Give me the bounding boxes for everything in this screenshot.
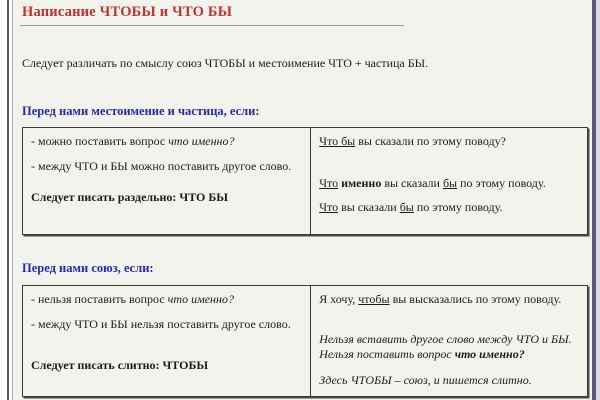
left-border-thin-line xyxy=(12,0,13,400)
pronoun-examples-cell: Что бы вы сказали по этому поводу? Что и… xyxy=(310,126,588,235)
conjunction-note-final: Здесь ЧТОБЫ – союз, и пишется слитно. xyxy=(319,372,532,387)
conjunction-rules-cell: - нельзя поставить вопрос что именно? - … xyxy=(21,284,312,397)
pronoun-example-2: Что именно вы сказали бы по этому поводу… xyxy=(319,175,546,190)
rules-table-conjunction: - нельзя поставить вопрос что именно? - … xyxy=(21,284,588,397)
pronoun-rule-2: - между ЧТО и БЫ можно поставить другое … xyxy=(31,158,292,173)
conjunction-conclusion: Следует писать слитно: ЧТОБЫ xyxy=(31,358,209,373)
conjunction-rule-1: - нельзя поставить вопрос что именно? xyxy=(31,291,234,306)
conjunction-notes: Нельзя вставить другое слово между ЧТО и… xyxy=(319,331,572,362)
table-row: - нельзя поставить вопрос что именно? - … xyxy=(21,284,588,397)
intro-text: Следует различать по смыслу союз ЧТОБЫ и… xyxy=(22,55,429,70)
right-border-line xyxy=(592,0,596,400)
conjunction-examples-cell: Я хочу, чтобы вы высказались по этому по… xyxy=(310,284,588,397)
pronoun-rules-cell: - можно поставить вопрос что именно? - м… xyxy=(21,126,312,235)
pronoun-example-1: Что бы вы сказали по этому поводу? xyxy=(319,133,506,148)
document-body: Написание ЧТОБЫ и ЧТО БЫ Следует различа… xyxy=(13,0,592,400)
section-heading-pronoun: Перед нами местоимение и частица, если: xyxy=(22,103,260,118)
pronoun-example-3: Что вы сказали бы по этому поводу. xyxy=(319,200,503,215)
pronoun-rule-1: - можно поставить вопрос что именно? xyxy=(31,133,235,148)
left-border-line xyxy=(7,0,9,400)
section-heading-conjunction: Перед нами союз, если: xyxy=(22,260,154,275)
right-border-thin-line xyxy=(596,0,600,400)
conjunction-example-1: Я хочу, чтобы вы высказались по этому по… xyxy=(319,291,562,306)
title-divider xyxy=(20,24,404,26)
conjunction-rule-2: - между ЧТО и БЫ нельзя поставить другое… xyxy=(31,316,291,331)
pronoun-conclusion: Следует писать раздельно: ЧТО БЫ xyxy=(31,190,229,205)
page-title: Написание ЧТОБЫ и ЧТО БЫ xyxy=(22,4,233,20)
rules-table-pronoun: - можно поставить вопрос что именно? - м… xyxy=(21,126,588,235)
table-row: - можно поставить вопрос что именно? - м… xyxy=(21,126,588,235)
